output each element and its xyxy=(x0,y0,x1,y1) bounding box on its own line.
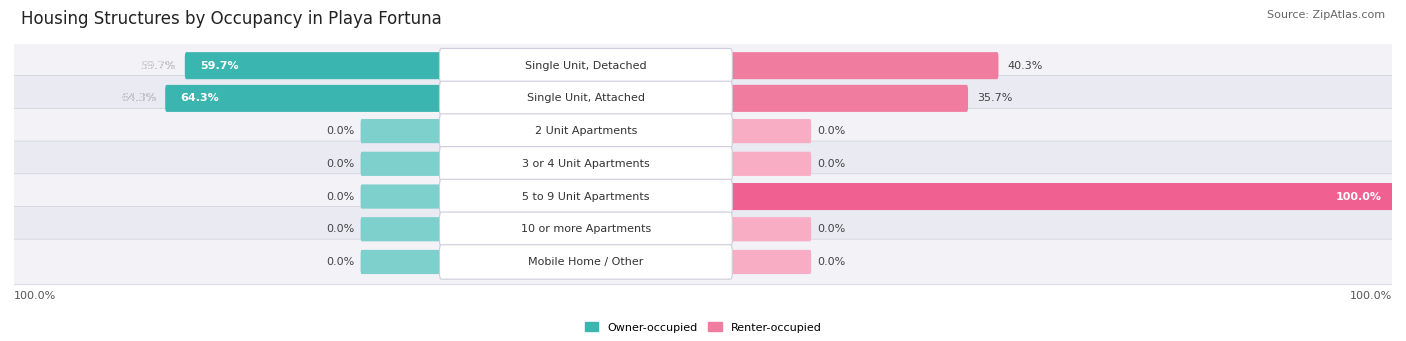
Text: Mobile Home / Other: Mobile Home / Other xyxy=(529,257,644,267)
Text: 5 to 9 Unit Apartments: 5 to 9 Unit Apartments xyxy=(522,192,650,202)
FancyBboxPatch shape xyxy=(13,141,1393,187)
Text: 35.7%: 35.7% xyxy=(977,93,1012,103)
Text: 0.0%: 0.0% xyxy=(326,224,354,234)
FancyBboxPatch shape xyxy=(13,239,1393,285)
FancyBboxPatch shape xyxy=(13,108,1393,154)
FancyBboxPatch shape xyxy=(730,217,811,241)
Text: 59.7%: 59.7% xyxy=(141,61,176,71)
FancyBboxPatch shape xyxy=(360,119,443,143)
FancyBboxPatch shape xyxy=(730,119,811,143)
Text: 0.0%: 0.0% xyxy=(817,224,845,234)
Legend: Owner-occupied, Renter-occupied: Owner-occupied, Renter-occupied xyxy=(585,322,821,332)
Text: Single Unit, Detached: Single Unit, Detached xyxy=(524,61,647,71)
Text: 0.0%: 0.0% xyxy=(326,192,354,202)
FancyBboxPatch shape xyxy=(13,76,1393,121)
FancyBboxPatch shape xyxy=(13,207,1393,252)
Text: 2 Unit Apartments: 2 Unit Apartments xyxy=(534,126,637,136)
Text: Housing Structures by Occupancy in Playa Fortuna: Housing Structures by Occupancy in Playa… xyxy=(21,10,441,28)
Text: 3 or 4 Unit Apartments: 3 or 4 Unit Apartments xyxy=(522,159,650,169)
Text: 0.0%: 0.0% xyxy=(817,159,845,169)
Text: 100.0%: 100.0% xyxy=(14,291,56,301)
Text: Source: ZipAtlas.com: Source: ZipAtlas.com xyxy=(1267,10,1385,20)
Text: 64.3%: 64.3% xyxy=(121,93,156,103)
FancyBboxPatch shape xyxy=(440,48,733,83)
Text: 64.3%: 64.3% xyxy=(180,93,219,103)
FancyBboxPatch shape xyxy=(440,212,733,247)
Text: Single Unit, Attached: Single Unit, Attached xyxy=(527,93,645,103)
FancyBboxPatch shape xyxy=(440,114,733,148)
FancyBboxPatch shape xyxy=(360,152,443,176)
FancyBboxPatch shape xyxy=(360,250,443,274)
Text: 59.7%: 59.7% xyxy=(141,61,176,71)
FancyBboxPatch shape xyxy=(730,85,969,112)
Text: 0.0%: 0.0% xyxy=(817,257,845,267)
Text: 40.3%: 40.3% xyxy=(1008,61,1043,71)
Text: 0.0%: 0.0% xyxy=(326,159,354,169)
Text: 0.0%: 0.0% xyxy=(326,126,354,136)
FancyBboxPatch shape xyxy=(184,52,443,79)
FancyBboxPatch shape xyxy=(730,183,1393,210)
FancyBboxPatch shape xyxy=(440,147,733,181)
Text: 100.0%: 100.0% xyxy=(1336,192,1382,202)
FancyBboxPatch shape xyxy=(730,152,811,176)
FancyBboxPatch shape xyxy=(730,52,998,79)
Text: 100.0%: 100.0% xyxy=(1350,291,1392,301)
FancyBboxPatch shape xyxy=(440,179,733,214)
FancyBboxPatch shape xyxy=(440,245,733,279)
FancyBboxPatch shape xyxy=(730,250,811,274)
FancyBboxPatch shape xyxy=(440,81,733,116)
FancyBboxPatch shape xyxy=(360,184,443,209)
FancyBboxPatch shape xyxy=(13,43,1393,88)
FancyBboxPatch shape xyxy=(13,174,1393,219)
FancyBboxPatch shape xyxy=(360,217,443,241)
Text: 0.0%: 0.0% xyxy=(326,257,354,267)
Text: 59.7%: 59.7% xyxy=(200,61,239,71)
FancyBboxPatch shape xyxy=(165,85,443,112)
Text: 0.0%: 0.0% xyxy=(817,126,845,136)
Text: 64.3%: 64.3% xyxy=(121,93,156,103)
Text: 10 or more Apartments: 10 or more Apartments xyxy=(520,224,651,234)
